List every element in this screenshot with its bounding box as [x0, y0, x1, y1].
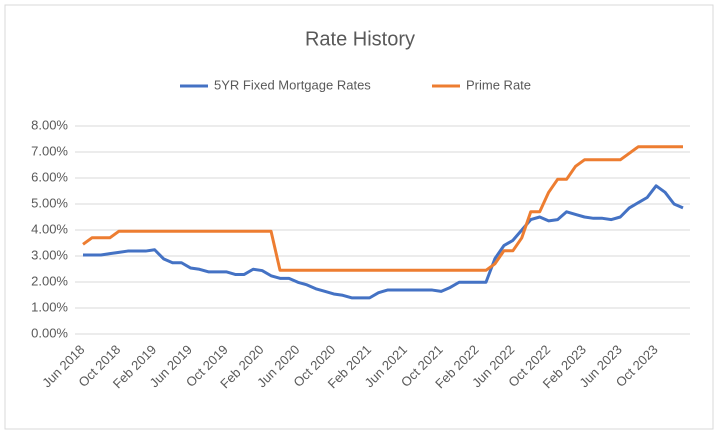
- series-line: [83, 184, 684, 300]
- legend-label: 5YR Fixed Mortgage Rates: [214, 77, 371, 92]
- y-tick-label: 4.00%: [31, 221, 68, 236]
- y-tick-label: 5.00%: [31, 195, 68, 210]
- y-tick-label: 0.00%: [31, 325, 68, 340]
- y-tick-label: 8.00%: [31, 117, 68, 132]
- series-line: [82, 145, 683, 272]
- legend-label: Prime Rate: [466, 77, 531, 92]
- y-tick-label: 3.00%: [31, 247, 68, 262]
- y-tick-label: 1.00%: [31, 299, 68, 314]
- y-tick-label: 6.00%: [31, 169, 68, 184]
- y-tick-label: 2.00%: [31, 273, 68, 288]
- y-tick-label: 7.00%: [31, 143, 68, 158]
- chart-title: Rate History: [305, 28, 415, 50]
